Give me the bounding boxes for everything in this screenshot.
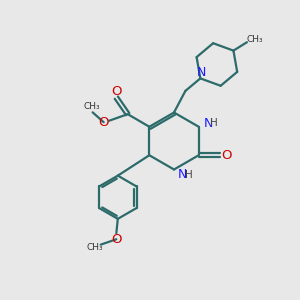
Text: H: H [210, 118, 218, 128]
Text: O: O [111, 233, 122, 246]
Text: O: O [221, 149, 232, 162]
Text: N: N [204, 117, 213, 130]
Text: O: O [111, 85, 122, 98]
Text: H: H [184, 170, 192, 180]
Text: N: N [196, 67, 206, 80]
Text: CH₃: CH₃ [83, 102, 100, 111]
Text: O: O [98, 116, 109, 129]
Text: N: N [178, 168, 187, 182]
Text: CH₃: CH₃ [246, 35, 263, 44]
Text: CH₃: CH₃ [86, 243, 103, 252]
